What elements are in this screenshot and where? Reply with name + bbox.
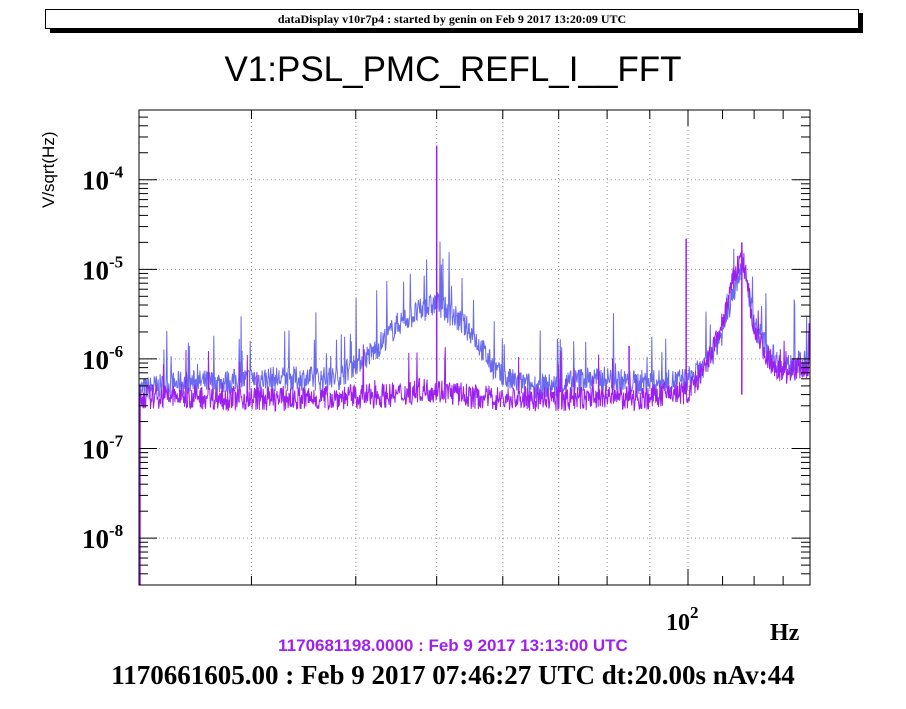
chart-title: V1:PSL_PMC_REFL_I__FFT	[224, 50, 682, 89]
y-tick-label: 10-7	[82, 432, 124, 465]
tick-label-layer: 10-8 10-7 10-6 10-5 10-4 102	[82, 163, 699, 636]
top-banner: dataDisplay v10r7p4 : started by genin o…	[45, 9, 859, 29]
y-tick-label: 10-5	[82, 252, 123, 285]
y-tick-label: 10-4	[82, 163, 124, 196]
x-tick-label: 102	[666, 603, 699, 636]
y-tick-label: 10-8	[82, 521, 123, 554]
series-line-1	[138, 245, 811, 412]
banner-shadow-right	[859, 13, 863, 33]
plot-frame	[138, 109, 811, 586]
series-line-0	[138, 241, 811, 403]
reference-trace-label: 1170681198.0000 : Feb 9 2017 13:13:00 UT…	[278, 636, 628, 655]
y-tick-label: 10-6	[82, 342, 123, 375]
banner-shadow-bottom	[50, 29, 863, 33]
main-trace-label: 1170661605.00 : Feb 9 2017 07:46:27 UTC …	[111, 660, 795, 690]
tick-layer	[139, 110, 810, 586]
x-axis-unit-label: Hz	[770, 620, 800, 646]
series-layer	[138, 145, 811, 585]
